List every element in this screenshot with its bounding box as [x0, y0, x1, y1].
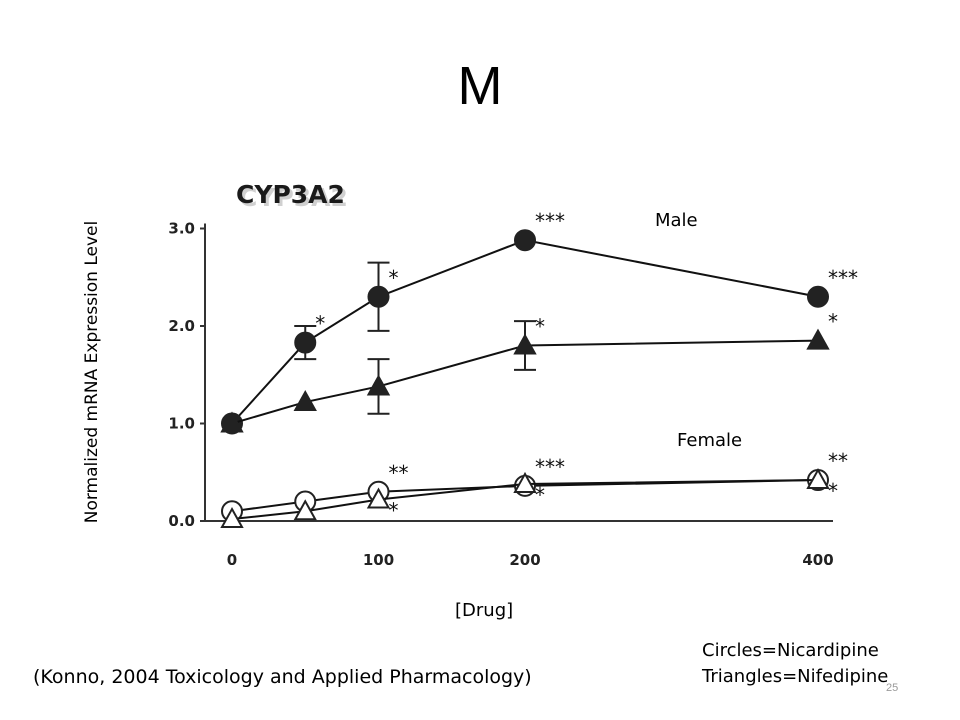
- group-label-female: Female: [677, 430, 743, 451]
- y-tick-label: 3.0: [168, 220, 195, 238]
- marker-legend: Circles=Nicardipine Triangles=Nifedipine: [702, 638, 888, 690]
- data-point-circle: [294, 331, 317, 354]
- significance-marker: **: [828, 449, 848, 473]
- significance-marker: *: [535, 483, 545, 507]
- x-axis-label: [Drug]: [455, 600, 514, 621]
- data-point-triangle: [220, 506, 244, 529]
- data-point-triangle: [366, 374, 391, 396]
- slide-number: 25: [886, 682, 899, 694]
- significance-marker: ***: [535, 209, 565, 233]
- legend-circles: Circles=Nicardipine: [702, 640, 879, 661]
- data-point-triangle: [366, 487, 391, 509]
- significance-marker: *: [315, 312, 325, 336]
- x-tick-label: 400: [802, 551, 833, 569]
- data-point-triangle: [513, 471, 537, 493]
- data-point-triangle: [806, 467, 830, 490]
- chart-title: CYP3A2: [236, 180, 345, 209]
- significance-marker: *: [389, 266, 399, 290]
- data-point-triangle: [293, 389, 317, 412]
- citation: (Konno, 2004 Toxicology and Applied Phar…: [33, 666, 532, 688]
- data-point-circle: [514, 229, 536, 252]
- significance-marker: *: [535, 315, 545, 339]
- y-tick-label: 2.0: [168, 317, 195, 335]
- data-point-triangle: [513, 333, 537, 355]
- significance-marker: ***: [535, 455, 565, 479]
- data-point-triangle: [293, 499, 317, 521]
- group-label-male: Male: [655, 210, 698, 231]
- significance-marker: *: [828, 310, 838, 334]
- x-tick-label: 100: [363, 551, 394, 569]
- x-tick-label: 0: [227, 551, 237, 569]
- chart-title-shadow: CYP3A2: [239, 183, 348, 212]
- y-axis-label: Normalized mRNA Expression Level: [82, 220, 102, 524]
- legend-triangles: Triangles=Nifedipine: [702, 666, 889, 687]
- slide-title: M: [457, 56, 503, 116]
- significance-marker: **: [389, 461, 409, 485]
- y-tick-label: 0.0: [168, 512, 195, 530]
- x-tick-label: 200: [509, 551, 540, 569]
- significance-marker: *: [389, 499, 399, 523]
- significance-marker: *: [828, 479, 838, 503]
- data-point-circle: [367, 285, 390, 308]
- data-point-circle: [807, 285, 829, 308]
- significance-marker: ***: [828, 266, 858, 290]
- y-tick-label: 1.0: [168, 415, 195, 433]
- data-point-triangle: [220, 411, 244, 433]
- data-point-triangle: [806, 328, 830, 350]
